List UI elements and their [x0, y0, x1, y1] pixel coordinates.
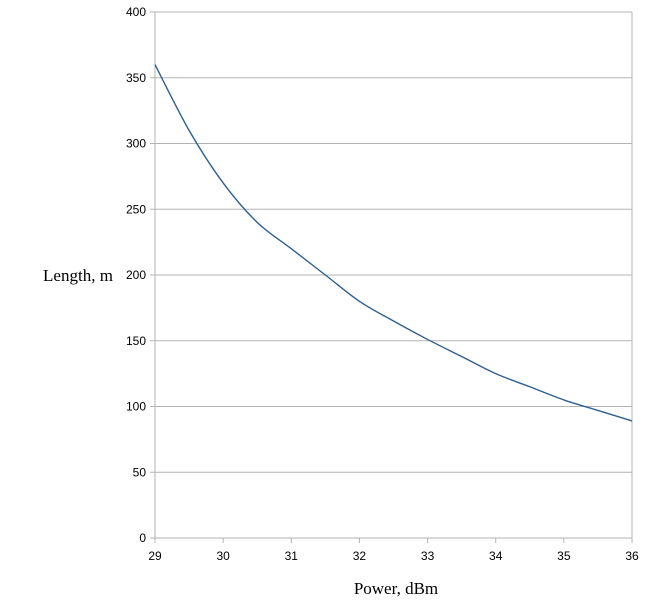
y-axis-title: Length, m — [43, 266, 113, 285]
y-tick-label-0: 0 — [139, 531, 146, 545]
y-tick-label-100: 100 — [126, 400, 146, 414]
y-tick-label-400: 400 — [126, 5, 146, 19]
series-layer — [154, 64, 633, 422]
x-tick-label-29: 29 — [148, 549, 162, 563]
x-tick-label-30: 30 — [216, 549, 230, 563]
series-line-0 — [154, 64, 633, 422]
y-tick-label-350: 350 — [126, 71, 146, 85]
y-tick-label-300: 300 — [126, 137, 146, 151]
y-tick-label-150: 150 — [126, 334, 146, 348]
y-tick-label-50: 50 — [133, 465, 147, 479]
x-tick-label-36: 36 — [625, 549, 639, 563]
y-tick-label-250: 250 — [126, 202, 146, 216]
x-tick-label-35: 35 — [557, 549, 571, 563]
x-tick-label-34: 34 — [489, 549, 503, 563]
x-tick-label-32: 32 — [353, 549, 367, 563]
grid-layer — [155, 11, 632, 539]
y-tick-label-200: 200 — [126, 268, 146, 282]
x-tick-label-31: 31 — [285, 549, 299, 563]
x-tick-label-33: 33 — [421, 549, 435, 563]
x-axis-title: Power, dBm — [354, 579, 438, 598]
ticks-layer: 0 50 100 150 200 250 300 350 400 29 30 31 32 33 34 35 36 — [126, 5, 639, 563]
